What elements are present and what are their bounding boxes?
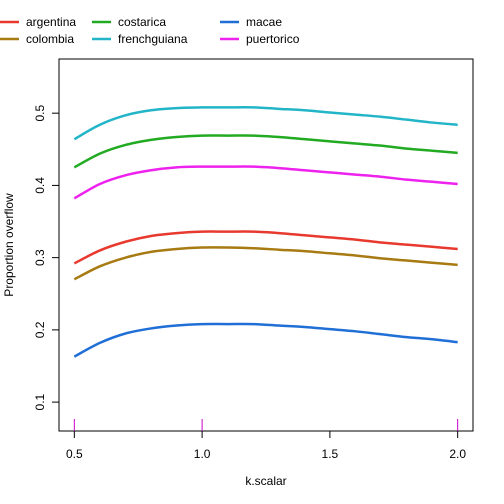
y-tick-label: 0.5 [33,105,47,122]
series-lines [73,106,458,358]
series-line-puertorico [73,165,458,200]
series-line-argentina [73,230,458,265]
x-tick-label: 0.5 [66,447,83,461]
y-tick-label: 0.4 [33,177,47,194]
legend-label-macae: macae [246,15,282,29]
legend: argentina colombia costarica frenchguiana ma… [0,15,300,46]
series-line-frenchguiana [73,106,458,141]
plot-frame [58,58,474,432]
y-tick-label: 0.3 [33,249,47,266]
series-line-macae [73,322,458,358]
legend-label-costarica: costarica [118,15,166,29]
x-axis-label: k.scalar [245,474,286,488]
y-tick-label: 0.2 [33,321,47,338]
y-axis: 0.1 0.2 0.3 0.4 0.5 [33,105,59,410]
x-tick-label: 2.0 [449,447,466,461]
legend-label-colombia: colombia [26,32,74,46]
legend-label-argentina: argentina [26,15,76,29]
x-axis: 0.5 1.0 1.5 2.0 [66,431,466,461]
rug-marks [73,419,459,431]
legend-label-frenchguiana: frenchguiana [118,32,188,46]
series-line-costarica [73,134,458,169]
legend-label-puertorico: puertorico [246,32,300,46]
y-tick-label: 0.1 [33,393,47,410]
y-axis-label: Proportion overflow [2,193,16,297]
x-tick-label: 1.5 [322,447,339,461]
series-line-colombia [73,246,458,281]
x-tick-label: 1.0 [194,447,211,461]
